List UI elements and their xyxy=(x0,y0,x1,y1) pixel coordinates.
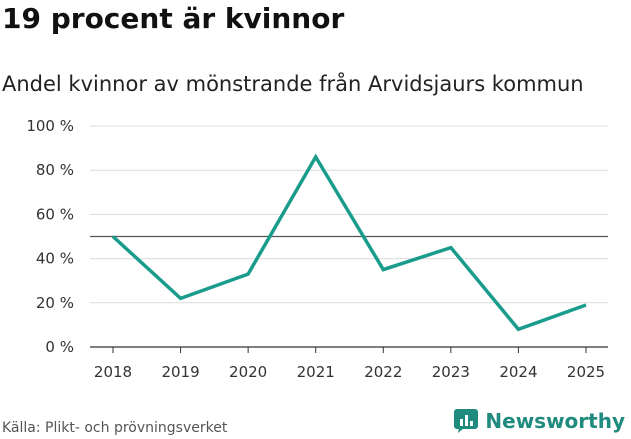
x-tick-label: 2020 xyxy=(229,363,267,381)
x-tick-label: 2025 xyxy=(567,363,605,381)
x-tick-label: 2021 xyxy=(297,363,335,381)
source-note: Källa: Plikt- och prövningsverket xyxy=(2,420,228,436)
line-chart: 0 % 20 % 40 % 60 % 80 % 100 % 2018 2019 2020 202… xyxy=(26,117,608,381)
x-tick-label: 2024 xyxy=(499,363,537,381)
series-group xyxy=(111,153,587,332)
y-axis-tick-labels: 0 % 20 % 40 % 60 % 80 % 100 % xyxy=(26,117,74,356)
brand-name: Newsworthy xyxy=(485,409,625,433)
y-tick-label: 20 % xyxy=(36,294,74,312)
chart-subtitle: Andel kvinnor av mönstrande från Arvidsj… xyxy=(2,72,584,96)
y-tick-label: 60 % xyxy=(36,205,74,223)
x-axis-tick-labels: 2018 2019 2020 2021 2022 2023 2024 2025 xyxy=(94,347,605,381)
chart-title: 19 procent är kvinnor xyxy=(2,2,345,35)
y-tick-label: 100 % xyxy=(26,117,74,135)
x-tick-label: 2023 xyxy=(432,363,470,381)
newsworthy-logo-icon xyxy=(454,409,479,433)
y-tick-label: 40 % xyxy=(36,250,74,268)
brand-logo: Newsworthy xyxy=(453,408,625,434)
x-tick-label: 2018 xyxy=(94,363,132,381)
series-line xyxy=(111,153,587,332)
x-tick-label: 2022 xyxy=(364,363,402,381)
grid-lines xyxy=(90,125,608,348)
y-tick-label: 80 % xyxy=(36,161,74,179)
y-tick-label: 0 % xyxy=(45,338,74,356)
x-tick-label: 2019 xyxy=(161,363,199,381)
